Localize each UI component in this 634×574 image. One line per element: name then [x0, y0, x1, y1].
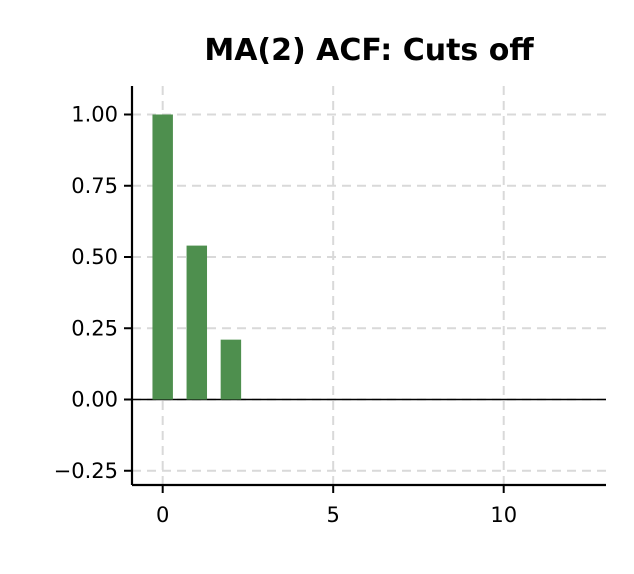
- acf-bar-lag-2: [220, 339, 242, 400]
- chart-title: MA(2) ACF: Cuts off: [204, 33, 534, 68]
- x-tick-label-2: 10: [490, 503, 517, 527]
- x-tick-label-1: 5: [327, 503, 340, 527]
- y-tick-label-3: 0.25: [71, 316, 118, 340]
- y-tick-label-4: 0.00: [71, 388, 118, 412]
- y-tick-label-2: 0.50: [71, 245, 118, 269]
- x-tick-label-0: 0: [156, 503, 169, 527]
- y-tick-label-0: 1.00: [71, 103, 118, 127]
- bars-layer: [152, 114, 242, 400]
- acf-bar-lag-1: [186, 245, 208, 400]
- ticks-layer: 0 5 10 1.00 0.75 0.50 0.25 0.00 −0.25: [54, 103, 517, 528]
- y-tick-label-5: −0.25: [54, 459, 118, 483]
- y-tick-label-1: 0.75: [71, 174, 118, 198]
- acf-bar-lag-0: [152, 114, 173, 400]
